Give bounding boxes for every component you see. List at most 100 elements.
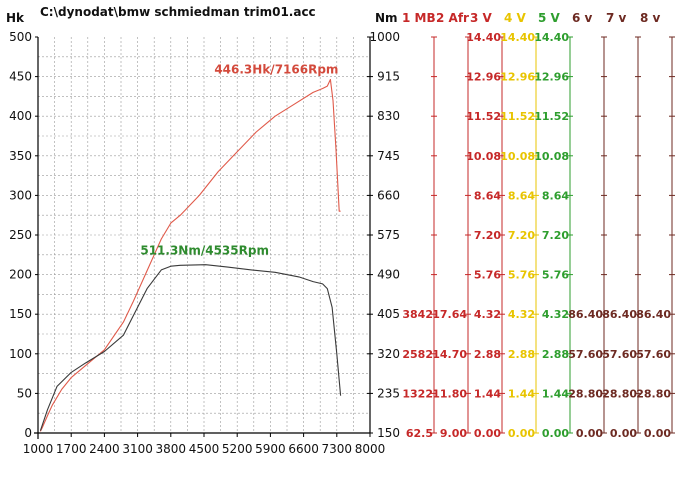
- channel-value: 0.00: [644, 427, 671, 440]
- channel-value: 3842: [402, 308, 433, 321]
- power-curve: [39, 78, 341, 432]
- channel-value: 2.88: [542, 348, 569, 361]
- channel-value: 7.20: [474, 229, 501, 242]
- y-tick-label: 150: [9, 307, 32, 321]
- x-tick-label: 5900: [255, 442, 286, 456]
- x-tick-label: 8000: [355, 442, 386, 456]
- channel-value: 14.40: [534, 31, 569, 44]
- channel-value: 14.40: [500, 31, 535, 44]
- channel-value: 28.80: [636, 387, 671, 400]
- chart-annotations: 446.3Hk/7166Rpm 511.3Nm/4535Rpm: [140, 63, 338, 258]
- channel-value: 0.00: [610, 427, 637, 440]
- channel-value: 2.88: [508, 348, 535, 361]
- channel-value: 86.40: [568, 308, 603, 321]
- x-tick-label: 2400: [89, 442, 120, 456]
- x-tick-label: 6600: [288, 442, 319, 456]
- x-tick-label: 3100: [122, 442, 153, 456]
- y2-tick-label: 745: [377, 149, 400, 163]
- torque-curve: [39, 264, 342, 431]
- channel-header: 5 V: [538, 11, 561, 25]
- y-tick-label: 200: [9, 268, 32, 282]
- channel-header: 7 v: [606, 11, 627, 25]
- channel-value: 10.08: [466, 150, 501, 163]
- channel-header: 6 v: [572, 11, 593, 25]
- channel-value: 4.32: [508, 308, 535, 321]
- y2-tick-label: 150: [377, 426, 400, 440]
- left-axis-unit: Hk: [6, 11, 25, 25]
- channel-value: 10.08: [500, 150, 535, 163]
- channel-value: 57.60: [602, 348, 637, 361]
- channel-header: 8 v: [640, 11, 661, 25]
- channel-value: 9.00: [440, 427, 467, 440]
- channel-header: 4 V: [504, 11, 527, 25]
- chart-axes: [34, 37, 371, 439]
- tick-labels: 0 50 100 150 200 250 300 350 400 450 500 150 235 320 4…: [9, 30, 400, 456]
- channel-value: 2582: [402, 348, 433, 361]
- y2-tick-label: 660: [377, 188, 400, 202]
- channel-value: 86.40: [602, 308, 637, 321]
- y-tick-label: 0: [24, 426, 32, 440]
- y-tick-label: 450: [9, 70, 32, 84]
- channel-value: 1.44: [542, 387, 569, 400]
- channel-value: 1.44: [508, 387, 535, 400]
- channel-value: 11.80: [432, 387, 467, 400]
- y2-tick-label: 235: [377, 386, 400, 400]
- channel-value: 28.80: [602, 387, 637, 400]
- channel-value: 5.76: [542, 269, 569, 282]
- y-tick-label: 350: [9, 149, 32, 163]
- channel-value: 11.52: [466, 110, 501, 123]
- y2-tick-label: 830: [377, 109, 400, 123]
- y2-tick-label: 915: [377, 70, 400, 84]
- channel-value: 10.08: [534, 150, 569, 163]
- y2-tick-label: 490: [377, 268, 400, 282]
- channel-value: 0.00: [542, 427, 569, 440]
- channel-value: 0.00: [508, 427, 535, 440]
- y-tick-label: 400: [9, 109, 32, 123]
- power-peak-label: 446.3Hk/7166Rpm: [214, 63, 338, 77]
- right-axis-unit: Nm: [375, 11, 398, 25]
- channel-value: 7.20: [508, 229, 535, 242]
- channel-header: 1 MB: [402, 11, 436, 25]
- torque-peak-label: 511.3Nm/4535Rpm: [140, 244, 269, 258]
- channel-value: 57.60: [636, 348, 671, 361]
- x-tick-label: 5200: [222, 442, 253, 456]
- channel-value: 12.96: [500, 71, 535, 84]
- channel-value: 62.5: [406, 427, 433, 440]
- channel-value: 1322: [402, 387, 433, 400]
- y-tick-label: 300: [9, 188, 32, 202]
- y2-tick-label: 405: [377, 307, 400, 321]
- x-tick-label: 7300: [322, 442, 353, 456]
- channel-value: 14.70: [432, 348, 467, 361]
- channel-value: 86.40: [636, 308, 671, 321]
- file-title: C:\dynodat\bmw schmiedman trim01.acc: [40, 5, 316, 19]
- channel-value: 12.96: [534, 71, 569, 84]
- y-tick-label: 50: [17, 386, 32, 400]
- channel-value: 14.40: [466, 31, 501, 44]
- channel-value: 5.76: [474, 269, 501, 282]
- x-tick-label: 1000: [23, 442, 54, 456]
- channel-value: 2.88: [474, 348, 501, 361]
- channel-value: 28.80: [568, 387, 603, 400]
- channel-scales: 1 MB 3842 2582 1322 62.5 2 Afr 17.64 14.70 11.80…: [402, 11, 675, 440]
- channel-value: 17.64: [432, 308, 467, 321]
- channel-value: 0.00: [474, 427, 501, 440]
- y2-tick-label: 320: [377, 347, 400, 361]
- chart-series: [39, 78, 342, 432]
- channel-value: 57.60: [568, 348, 603, 361]
- channel-value: 8.64: [508, 189, 535, 202]
- channel-value: 11.52: [500, 110, 535, 123]
- channel-value: 8.64: [542, 189, 569, 202]
- channel-header: 2 Afr: [436, 11, 469, 25]
- x-tick-label: 3800: [156, 442, 187, 456]
- channel-value: 5.76: [508, 269, 535, 282]
- y-tick-label: 250: [9, 228, 32, 242]
- x-tick-label: 4500: [189, 442, 220, 456]
- y2-tick-label: 1000: [369, 30, 400, 44]
- channel-value: 8.64: [474, 189, 501, 202]
- channel-value: 0.00: [576, 427, 603, 440]
- channel-value: 1.44: [474, 387, 501, 400]
- y-tick-label: 100: [9, 347, 32, 361]
- channel-value: 4.32: [474, 308, 501, 321]
- x-tick-label: 1700: [56, 442, 87, 456]
